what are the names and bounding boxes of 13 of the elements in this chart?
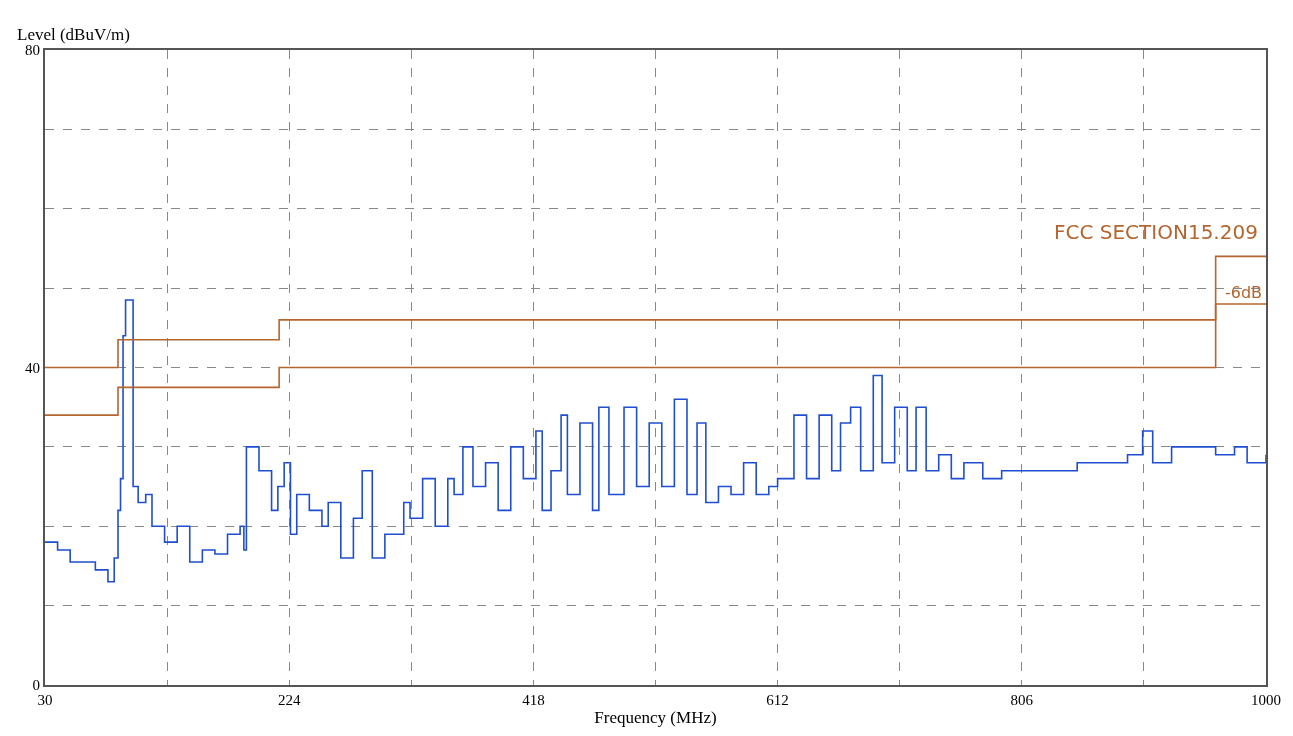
x-tick-label: 612 <box>766 692 789 708</box>
x-tick-label: 1000 <box>1251 692 1281 708</box>
y-tick-label: 0 <box>32 677 40 694</box>
x-tick-label: 224 <box>277 692 301 708</box>
y-tick-label: 80 <box>25 42 40 59</box>
annotation: FCC SECTION15.209 <box>1054 220 1258 244</box>
x-tick-label: 806 <box>1010 692 1034 708</box>
x-tick-label: 418 <box>522 692 545 708</box>
annotation: -6dB <box>1225 283 1263 302</box>
x-tick-label: 30 <box>37 692 53 708</box>
y-axis-title: Level (dBuV/m) <box>17 25 130 44</box>
x-axis-title: Frequency (MHz) <box>594 707 717 727</box>
y-tick-label: 40 <box>25 359 40 376</box>
